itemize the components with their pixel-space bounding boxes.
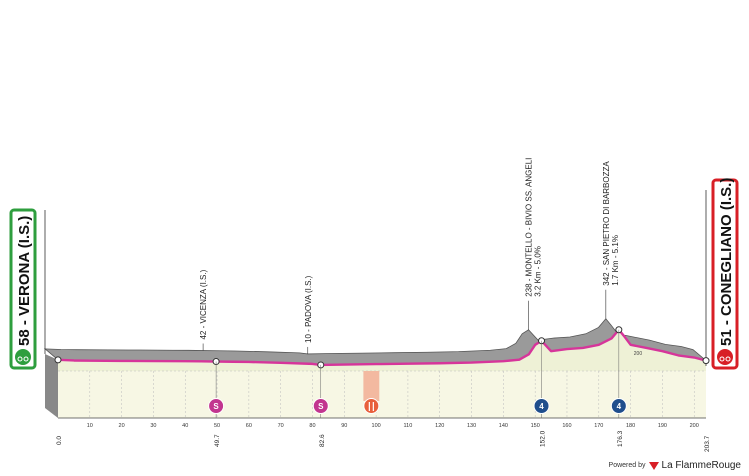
axis-tick-label: 100 xyxy=(372,423,381,429)
finish-city-label: 51 - CONEGLIANO (I.S.) xyxy=(718,178,735,346)
axis-tick-label: 10 xyxy=(87,423,93,429)
powered-by-text: Powered by xyxy=(608,462,646,469)
waypoint-label: 238 - MONTELLO - BIVIO SS. ANGELI xyxy=(525,158,534,297)
finish-cyclist-icon-wheel xyxy=(719,356,725,362)
start-cyclist-icon-wheel xyxy=(23,356,29,362)
waypoint-km-label: 49.7 xyxy=(214,434,221,447)
axis-tick-label: 190 xyxy=(658,423,667,429)
axis-tick-label: 30 xyxy=(150,423,156,429)
axis-tick-label: 110 xyxy=(404,423,413,429)
sprint-icon xyxy=(208,398,225,414)
finish-panel xyxy=(711,178,739,370)
axis-tick-label: 60 xyxy=(246,423,252,429)
footer: Powered by La FlammeRouge xyxy=(609,460,741,471)
axis-tick-label: 170 xyxy=(594,423,603,429)
axis-tick-label: 20 xyxy=(119,423,125,429)
start-city-label: 58 - VERONA (I.S.) xyxy=(16,216,33,346)
start-point xyxy=(54,356,62,364)
feed-zone-icon xyxy=(363,398,380,414)
profile-side-wall xyxy=(45,354,58,418)
waypoint-sub-label: 1.7 Km - 5.1% xyxy=(611,235,620,286)
finish-cyclist-icon xyxy=(717,349,733,365)
axis-tick-label: 140 xyxy=(499,423,508,429)
axis-tick-label: 150 xyxy=(531,423,540,429)
badge-label: 4 xyxy=(617,402,622,411)
axis-tick-label: 70 xyxy=(278,423,284,429)
axis-tick-label: 90 xyxy=(341,423,347,429)
altitude-mark: 200 xyxy=(634,351,643,357)
profile-base-band xyxy=(58,371,706,418)
waypoint-label: 342 - SAN PIETRO DI BARBOZZA xyxy=(602,161,611,286)
axis-tick-label: 160 xyxy=(562,423,571,429)
waypoint-label: 42 - VICENZA (I.S.) xyxy=(199,269,208,339)
start-panel xyxy=(9,208,37,370)
waypoint-label: 10 - PADOVA (I.S.) xyxy=(304,275,313,343)
finish-cyclist-icon-wheel xyxy=(725,356,731,362)
start-cyclist-icon xyxy=(15,349,31,365)
axis-tick-label: 40 xyxy=(182,423,188,429)
brand-name: La FlammeRouge xyxy=(661,460,741,471)
start-km-label: 0.0 xyxy=(56,436,63,445)
climb-cat4-icon xyxy=(533,398,550,414)
axis-tick-label: 80 xyxy=(309,423,315,429)
axis-tick-label: 50 xyxy=(214,423,220,429)
flamme-rouge-logo-icon xyxy=(648,461,659,470)
axis-tick-label: 180 xyxy=(626,423,635,429)
waypoint-km-label: 176.3 xyxy=(617,430,624,447)
waypoint-km-label: 82.6 xyxy=(319,434,326,447)
finish-point xyxy=(702,357,710,365)
badge-label: S xyxy=(318,402,324,411)
start-cyclist-icon-wheel xyxy=(17,356,23,362)
waypoint-km-label: 152.0 xyxy=(540,430,547,447)
waypoint-sub-label: 3.2 Km - 5.0% xyxy=(534,246,543,297)
climb-cat4-icon xyxy=(610,398,627,414)
feed-zone-band xyxy=(363,371,380,401)
axis-tick-label: 200 xyxy=(690,423,699,429)
axis-tick-label: 130 xyxy=(467,423,476,429)
badge-label: 4 xyxy=(539,402,544,411)
badge-label: S xyxy=(213,402,219,411)
profile-area xyxy=(58,329,706,371)
sprint-icon xyxy=(312,398,329,414)
finish-km-label: 203.7 xyxy=(704,435,711,452)
profile-line xyxy=(57,328,707,367)
axis-tick-label: 120 xyxy=(435,423,444,429)
